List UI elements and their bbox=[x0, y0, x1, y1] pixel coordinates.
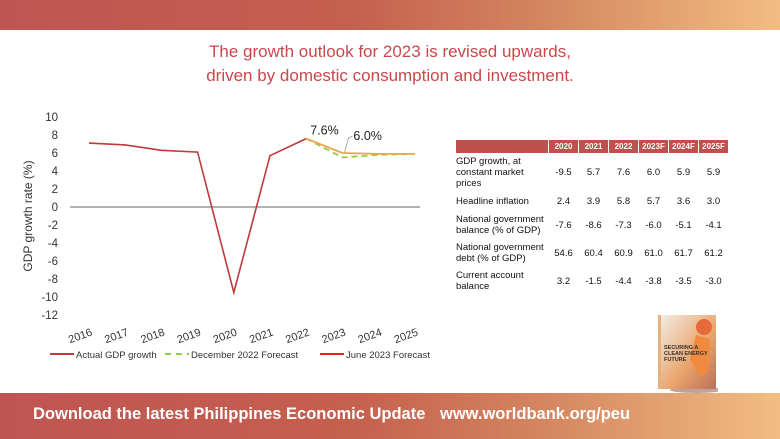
table-row: Current account balance 3.2 -1.5 -4.4 -3.8 -3… bbox=[456, 267, 728, 295]
y-tick-label: -8 bbox=[48, 274, 58, 286]
x-tick-label: 2022 bbox=[284, 327, 311, 347]
y-tick-label: 0 bbox=[52, 202, 58, 214]
legend-label: June 2023 Forecast bbox=[346, 350, 430, 361]
table-cell: 5.7 bbox=[646, 195, 661, 207]
table-cell: 5.9 bbox=[676, 166, 691, 178]
table-cell: -4.4 bbox=[615, 275, 632, 287]
legend-label: Actual GDP growth bbox=[76, 350, 157, 361]
table-cell: 61.2 bbox=[704, 247, 723, 259]
table-cell: 5.9 bbox=[706, 166, 721, 178]
table-row: GDP growth, at constant market prices -9.… bbox=[456, 153, 728, 191]
headline-line-2: driven by domestic consumption and inves… bbox=[206, 66, 574, 85]
table-cell: -5.1 bbox=[675, 219, 692, 231]
table-cell: 61.7 bbox=[674, 247, 693, 259]
y-tick-label: -10 bbox=[41, 292, 58, 304]
y-tick-label: 10 bbox=[45, 112, 58, 124]
table-cell: 60.9 bbox=[614, 247, 633, 259]
table-cell: -3.8 bbox=[645, 275, 662, 287]
table-cell: -9.5 bbox=[555, 166, 572, 178]
table-column-header: 2020 bbox=[549, 140, 578, 153]
x-tick-label: 2016 bbox=[67, 327, 94, 347]
table-cell: 5.7 bbox=[586, 166, 601, 178]
report-cover[interactable]: SECURING A CLEAN ENERGY FUTURE bbox=[656, 313, 722, 398]
x-tick-label: 2020 bbox=[212, 327, 239, 347]
download-link[interactable]: www.worldbank.org/peu bbox=[440, 405, 631, 423]
x-tick-label: 2018 bbox=[139, 327, 166, 347]
x-tick-label: 2017 bbox=[103, 327, 130, 347]
headline-line-1: The growth outlook for 2023 is revised u… bbox=[209, 42, 571, 61]
table-row: National government balance (% of GDP) -7… bbox=[456, 211, 728, 239]
table-cell: 60.4 bbox=[584, 247, 603, 259]
y-tick-label: 2 bbox=[52, 184, 58, 196]
row-label: National government debt (% of GDP) bbox=[456, 242, 544, 264]
table-column-header: 2022 bbox=[609, 140, 638, 153]
legend-label: December 2022 Forecast bbox=[191, 350, 299, 361]
y-axis-label: GDP growth rate (%) bbox=[21, 160, 35, 271]
y-tick-label: -12 bbox=[41, 310, 58, 322]
row-label: GDP growth, at constant market prices bbox=[456, 155, 524, 189]
x-tick-label: 2024 bbox=[357, 327, 384, 347]
data-label: 6.0% bbox=[353, 129, 382, 143]
table-header-blank bbox=[456, 140, 548, 153]
row-label: Headline inflation bbox=[456, 195, 529, 207]
row-label: Current account balance bbox=[456, 270, 524, 292]
table-column-header: 2021 bbox=[579, 140, 608, 153]
bottom-banner bbox=[0, 393, 780, 439]
table-cell: -1.5 bbox=[585, 275, 602, 287]
table-cell: 3.6 bbox=[676, 195, 691, 207]
x-tick-label: 2025 bbox=[393, 327, 420, 347]
gdp-growth-chart: 10 8 6 4 2 0 -2 -4 -6 -8 -10 -12 2016 2017 2018 2019 202… bbox=[21, 112, 430, 361]
table-cell: 7.6 bbox=[616, 166, 631, 178]
y-tick-label: 6 bbox=[52, 148, 58, 160]
forecast-table: 2020 2021 2022 2023F 2024F 2025F GDP growth, … bbox=[455, 140, 729, 295]
table-cell: 2.4 bbox=[556, 195, 571, 207]
series-line-june-2023-forecast bbox=[305, 137, 415, 155]
table-cell: 3.2 bbox=[556, 275, 571, 287]
table-row: Headline inflation 2.4 3.9 5.8 5.7 3.6 3.0 bbox=[456, 191, 728, 211]
x-tick-label: 2021 bbox=[248, 327, 275, 347]
row-label: National government balance (% of GDP) bbox=[456, 214, 544, 236]
table-column-header: 2024F bbox=[669, 140, 698, 153]
table-cell: 5.8 bbox=[616, 195, 631, 207]
data-label: 7.6% bbox=[310, 124, 339, 138]
table-cell: -6.0 bbox=[645, 219, 662, 231]
table-cell: -7.3 bbox=[615, 219, 632, 231]
y-tick-label: -6 bbox=[48, 256, 58, 268]
series-line-actual-gdp-growth bbox=[88, 137, 307, 296]
table-cell: -3.0 bbox=[705, 275, 722, 287]
x-tick-label: 2019 bbox=[176, 327, 203, 347]
table-cell: 6.0 bbox=[646, 166, 661, 178]
report-cover-image: SECURING A CLEAN ENERGY FUTURE bbox=[658, 315, 722, 393]
table-cell: 61.0 bbox=[644, 247, 663, 259]
download-text: Download the latest Philippines Economic… bbox=[33, 405, 426, 423]
x-tick-label: 2023 bbox=[320, 327, 347, 347]
table-cell: -7.6 bbox=[555, 219, 572, 231]
top-banner bbox=[0, 0, 780, 30]
annotation-leader-line bbox=[343, 135, 353, 154]
table-cell: 54.6 bbox=[554, 247, 573, 259]
table-column-header: 2025F bbox=[699, 140, 728, 153]
table-cell: -8.6 bbox=[585, 219, 602, 231]
y-tick-label: 8 bbox=[52, 130, 58, 142]
headline: The growth outlook for 2023 is revised u… bbox=[0, 40, 780, 88]
table-row: National government debt (% of GDP) 54.6 6… bbox=[456, 239, 728, 267]
y-tick-label: -4 bbox=[48, 238, 59, 250]
y-tick-label: 4 bbox=[52, 166, 59, 178]
table-column-header: 2023F bbox=[639, 140, 668, 153]
y-tick-label: -2 bbox=[48, 220, 58, 232]
table-cell: -3.5 bbox=[675, 275, 692, 287]
table-cell: 3.9 bbox=[586, 195, 601, 207]
table-cell: 3.0 bbox=[706, 195, 721, 207]
table-cell: -4.1 bbox=[705, 219, 722, 231]
